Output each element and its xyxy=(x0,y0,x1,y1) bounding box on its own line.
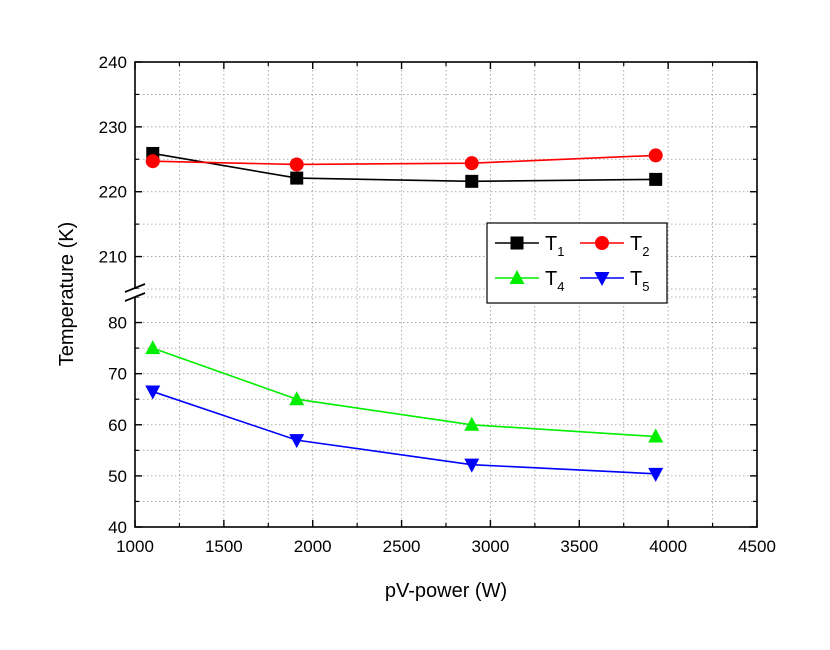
data-point-t2 xyxy=(289,157,304,172)
legend-label-subscript: 2 xyxy=(642,244,649,259)
data-point-t1 xyxy=(649,172,663,186)
y-axis-title: Temperature (K) xyxy=(56,222,78,367)
series-line-t4 xyxy=(152,347,656,438)
legend-label-subscript: 5 xyxy=(642,279,649,294)
legend-marker-t5 xyxy=(594,272,610,286)
y-tick-label: 70 xyxy=(108,365,127,384)
x-tick-label: 1500 xyxy=(205,537,243,556)
y-tick-labels: 210 220 230 240 40 50 60 70 80 xyxy=(99,53,127,537)
x-tick-label: 4000 xyxy=(649,537,687,556)
data-point-t2 xyxy=(145,154,160,169)
data-point-t4 xyxy=(464,416,480,431)
y-axis-break xyxy=(124,283,146,302)
y-tick-label: 210 xyxy=(99,248,127,267)
axis-break-mark xyxy=(124,292,146,302)
data-point-t1 xyxy=(465,174,479,188)
data-point-t5 xyxy=(464,458,480,473)
data-point-t2 xyxy=(464,156,479,171)
series-line-t1 xyxy=(152,152,656,183)
axis-break-gap xyxy=(126,289,144,297)
data-point-t1 xyxy=(290,171,304,185)
axis-break-mark xyxy=(124,283,146,293)
y-tick-label: 60 xyxy=(108,416,127,435)
data-point-t5 xyxy=(648,467,664,482)
series-line-t5 xyxy=(152,390,656,475)
x-tick-label: 2500 xyxy=(383,537,421,556)
data-point-t5 xyxy=(145,385,161,400)
x-tick-label: 4500 xyxy=(738,537,776,556)
y-tick-label: 240 xyxy=(99,53,127,72)
series-t4 xyxy=(145,340,664,443)
legend-label-subscript: 4 xyxy=(557,279,564,294)
data-point-t2 xyxy=(648,148,663,163)
legend-marker-t4 xyxy=(509,270,525,284)
legend-marker-t1 xyxy=(510,236,524,250)
y-tick-label: 230 xyxy=(99,118,127,137)
y-tick-label: 40 xyxy=(108,518,127,537)
y-tick-label: 50 xyxy=(108,467,127,486)
data-point-t4 xyxy=(648,428,664,443)
x-axis-title: pV-power (W) xyxy=(385,580,507,602)
data-point-t5 xyxy=(289,434,305,449)
legend-box xyxy=(486,222,668,304)
x-tick-label: 1000 xyxy=(116,537,154,556)
x-tick-label: 2000 xyxy=(294,537,332,556)
data-point-t4 xyxy=(289,391,305,406)
legend-label-subscript: 1 xyxy=(557,244,564,259)
legend-marker-t2 xyxy=(595,236,609,250)
data-point-t4 xyxy=(145,340,161,355)
x-tick-label: 3000 xyxy=(472,537,510,556)
series-t2 xyxy=(145,148,663,172)
tick-marks xyxy=(134,61,758,528)
x-tick-label: 3500 xyxy=(560,537,598,556)
x-tick-labels: 1000 1500 2000 2500 3000 3500 4000 4500 xyxy=(116,537,776,556)
series-t5 xyxy=(145,385,664,482)
y-tick-label: 220 xyxy=(99,183,127,202)
series-layer xyxy=(145,146,664,482)
series-line-t2 xyxy=(152,154,656,166)
y-tick-label: 80 xyxy=(108,314,127,333)
